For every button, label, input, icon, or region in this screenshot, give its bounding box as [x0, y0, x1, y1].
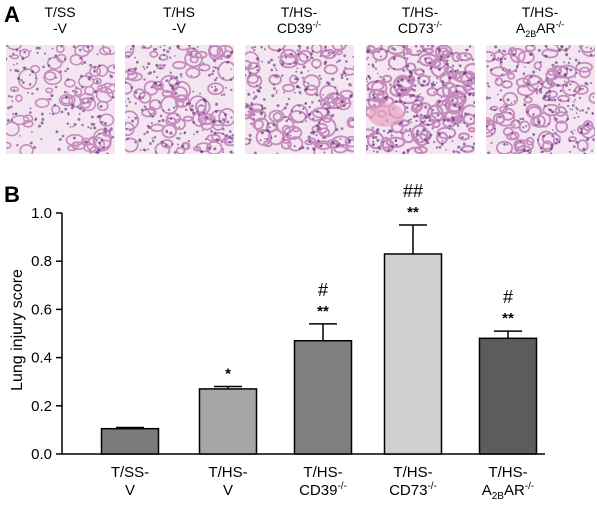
bar [383, 253, 443, 455]
micrograph-label-line1: T/HS- [401, 4, 439, 20]
x-tick-label-superscript: -/- [427, 481, 437, 492]
lung-histology-image [486, 45, 595, 154]
significance-hash: # [318, 280, 328, 300]
y-tick-label: 0.4 [31, 350, 52, 367]
lung-histology-image [125, 45, 234, 154]
micrograph-label-line2: CD39 [276, 20, 313, 36]
lung-histology-image [366, 45, 475, 154]
micrograph-label-suffix: AR [536, 20, 556, 36]
y-tick-label: 0.2 [31, 398, 52, 415]
significance-star: ** [407, 204, 419, 221]
x-tick-label-line1: T/SS- [110, 464, 150, 481]
micrograph-label-superscript: -/- [555, 19, 565, 30]
significance-star: ** [502, 310, 514, 327]
micrograph-label-superscript: -/- [433, 19, 443, 30]
micrograph-label-line1: T/HS [163, 4, 195, 20]
bar [100, 427, 160, 455]
bar [478, 337, 538, 455]
micrograph-label: T/HS- A2BAR-/- [485, 4, 595, 39]
micrograph-label-superscript: -/- [312, 19, 322, 30]
micrograph-label-line1: T/SS [44, 4, 76, 20]
significance-markers: ***#**##**# [225, 181, 514, 382]
y-tick-label: 0.8 [31, 253, 52, 270]
panel-b-letter: B [4, 182, 20, 207]
x-tick-label-line2: A [481, 482, 492, 499]
micrograph-label-line1: T/HS- [280, 4, 318, 20]
micrograph-label-subscript: 2B [525, 28, 537, 39]
x-tick-label-superscript: -/- [337, 481, 347, 492]
y-axis: 0.0 0.2 0.4 0.6 0.8 1.0 [31, 205, 545, 463]
y-tick-label: 0.6 [31, 301, 52, 318]
micrograph-label-line2: -V [53, 20, 67, 36]
significance-hash: ## [403, 181, 423, 201]
micrograph-label: T/HS -V [124, 4, 234, 36]
x-tick-label-line1: T/HS- [393, 464, 433, 481]
bar [293, 339, 353, 455]
x-tick-label-line1: T/HS- [208, 464, 248, 481]
y-tick-label: 1.0 [31, 205, 52, 222]
micrograph-label: T/HS- CD73-/- [365, 4, 475, 36]
micrograph-label-line2: CD73 [397, 20, 434, 36]
significance-hash: # [503, 287, 513, 307]
lung-histology-image [245, 45, 354, 154]
x-tick-label-superscript: -/- [524, 481, 535, 492]
x-tick-label: T/SS- V [80, 464, 180, 500]
x-tick-label-line2: CD39 [299, 482, 338, 499]
x-tick-label: T/HS- V [178, 464, 278, 500]
x-tick-label-suffix: AR [503, 482, 525, 499]
panel-a-letter: A [4, 2, 20, 27]
micrograph-label-line2: -V [172, 20, 186, 36]
lung-histology-image [6, 45, 115, 154]
x-tick-label: T/HS- CD39-/- [273, 464, 373, 500]
y-axis-label: Lung injury score [9, 269, 26, 391]
x-tick-label-line1: T/HS- [303, 464, 343, 481]
micrograph-label: T/HS- CD39-/- [244, 4, 354, 36]
bar [198, 388, 258, 455]
micrograph-label: T/SS -V [5, 4, 115, 36]
micrograph-label-line2: A [515, 20, 526, 36]
error-bars [116, 224, 522, 429]
x-tick-label-line2: V [222, 482, 233, 499]
y-tick-label: 0.0 [31, 446, 52, 463]
x-tick-label-subscript: 2B [491, 491, 504, 502]
x-tick-label-line2: V [124, 482, 135, 499]
bars [100, 253, 538, 455]
x-tick-label: T/HS- CD73-/- [363, 464, 463, 500]
x-tick-label-line1: T/HS- [488, 464, 528, 481]
micrograph-label-line1: T/HS- [521, 4, 559, 20]
significance-star: * [225, 366, 231, 383]
x-tick-label-line2: CD73 [389, 482, 428, 499]
significance-star: ** [317, 303, 329, 320]
x-tick-label: T/HS- A2BAR-/- [458, 464, 558, 502]
